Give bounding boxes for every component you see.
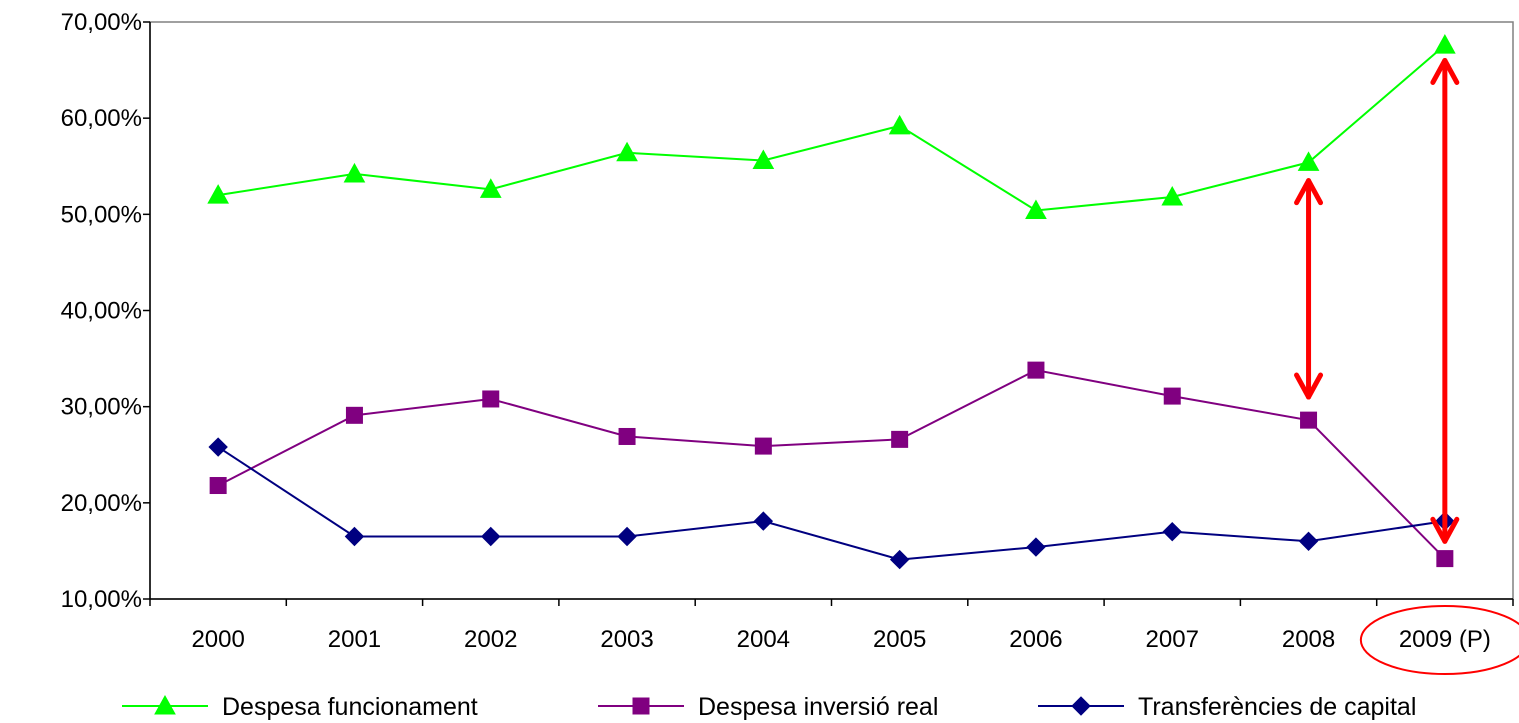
data-point xyxy=(1161,185,1184,206)
data-point xyxy=(344,526,365,547)
series-transferencies-de-capital xyxy=(208,437,1455,570)
series-despesa-inversio-real xyxy=(209,361,1454,568)
data-point xyxy=(1300,411,1318,429)
data-point xyxy=(479,178,502,198)
y-tick-label: 70,00% xyxy=(61,9,142,36)
y-tick-label: 60,00% xyxy=(61,105,142,132)
legend-item: Despesa funcionament xyxy=(122,693,478,721)
data-point xyxy=(343,162,366,183)
x-tick-label: 2002 xyxy=(464,626,517,653)
data-point xyxy=(209,477,227,495)
legend: Despesa funcionament Despesa inversió rea… xyxy=(122,693,1416,721)
data-point xyxy=(617,526,637,547)
data-point xyxy=(481,526,501,547)
legend-label: Despesa inversió real xyxy=(698,693,938,721)
annotation-layer xyxy=(1294,57,1519,675)
data-point xyxy=(888,114,911,135)
data-point xyxy=(752,149,775,169)
highlight-ellipse xyxy=(1359,605,1519,675)
y-tick-label: 30,00% xyxy=(61,394,142,421)
data-point xyxy=(753,511,774,531)
data-point xyxy=(618,427,636,445)
data-point xyxy=(207,184,229,204)
legend-label: Despesa funcionament xyxy=(222,693,478,721)
x-tick-label: 2007 xyxy=(1146,626,1199,653)
data-point xyxy=(1026,537,1046,557)
arrow-head-down xyxy=(1430,516,1460,544)
legend-label: Transferències de capital xyxy=(1138,693,1416,721)
x-tick-label: 2000 xyxy=(191,626,244,653)
legend-item: Despesa inversió real xyxy=(598,693,938,721)
x-tick-label: 2005 xyxy=(873,626,926,653)
x-tick-label: 2008 xyxy=(1282,626,1335,653)
y-tick-label: 40,00% xyxy=(61,298,142,325)
series-layer xyxy=(207,34,1456,570)
data-point xyxy=(754,437,772,455)
series-line xyxy=(217,369,1446,560)
data-point xyxy=(1162,521,1182,542)
series-line xyxy=(217,44,1446,212)
series-line xyxy=(217,446,1445,561)
data-point xyxy=(1434,34,1456,54)
data-point xyxy=(1025,199,1047,219)
legend-marker xyxy=(154,694,176,715)
y-tick-label: 20,00% xyxy=(61,490,142,517)
data-point xyxy=(616,141,638,162)
data-point xyxy=(1297,151,1320,171)
x-tick-label: 2001 xyxy=(328,626,381,653)
data-point xyxy=(208,437,228,457)
y-tick-label: 50,00% xyxy=(61,201,142,228)
arrow-head-down xyxy=(1294,372,1324,400)
y-axis: 10,00% 20,00% 30,00% 40,00% 50,00% 60,00% 70,0… xyxy=(61,9,151,613)
data-point xyxy=(1436,550,1454,568)
x-tick-label: 2009 (P) xyxy=(1399,626,1491,653)
x-tick-label: 2003 xyxy=(600,626,653,653)
series-despesa-funcionament xyxy=(207,34,1456,219)
data-point xyxy=(1163,387,1181,405)
arrow-head-up xyxy=(1430,57,1460,85)
red-double-arrow xyxy=(1430,57,1460,544)
x-tick-label: 2004 xyxy=(737,626,790,653)
arrow-head-up xyxy=(1294,178,1324,206)
x-tick-label: 2006 xyxy=(1009,626,1062,653)
legend-marker xyxy=(1071,696,1091,716)
data-point xyxy=(482,390,500,408)
red-double-arrow xyxy=(1294,178,1324,400)
data-point xyxy=(1298,531,1319,552)
data-point xyxy=(891,430,909,448)
legend-item: Transferències de capital xyxy=(1038,693,1416,721)
data-point xyxy=(889,549,910,570)
legend-marker xyxy=(632,697,650,715)
y-tick-label: 10,00% xyxy=(61,586,142,613)
data-point xyxy=(345,406,363,424)
x-axis: 2000 2001 2002 2003 2004 2005 2006 2007 2008 2009… xyxy=(149,598,1514,653)
data-point xyxy=(1027,361,1045,379)
